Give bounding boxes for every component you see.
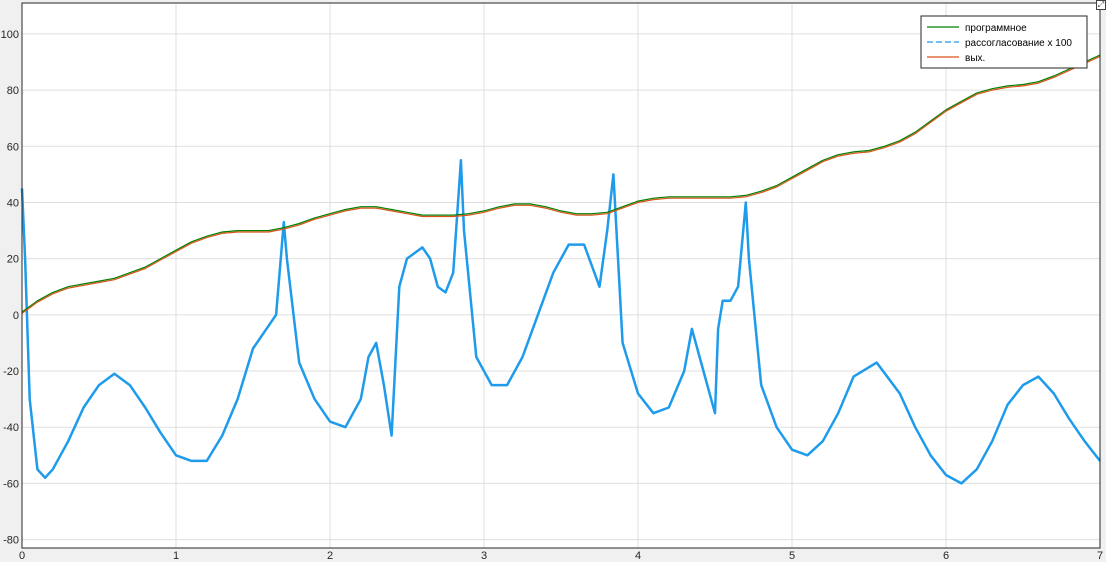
tick-labels: 0 1 2 3 4 5 6 7 -80 -60 -40 -20 0 20 40 60 80 100 [1,29,1103,562]
y-tick-label: 40 [7,197,19,209]
x-tick-label: 6 [943,550,949,562]
y-tick-label: -20 [3,366,19,378]
y-tick-label: -60 [3,478,19,490]
legend-label: вых. [965,53,985,64]
x-tick-label: 0 [19,550,25,562]
y-tick-label: 60 [7,141,19,153]
legend[interactable]: программное рассогласование x 100 вых. [920,15,1088,69]
x-tick-label: 7 [1097,550,1103,562]
series-layer [20,54,1101,485]
x-tick-label: 4 [635,550,641,562]
plot-frame [21,2,1101,549]
y-tick-label: 0 [13,310,19,322]
x-tick-label: 1 [173,550,179,562]
series-line-1 [20,159,1101,485]
x-tick-label: 2 [327,550,333,562]
legend-label: рассогласование x 100 [965,38,1072,49]
series-line-2 [21,55,1101,314]
y-tick-label: 100 [1,29,19,41]
expand-axes-icon[interactable]: ⤢ [1096,0,1106,10]
y-tick-label: 80 [7,85,19,97]
y-tick-label: -40 [3,422,19,434]
plot-area [22,3,1100,548]
legend-label: программное [965,23,1027,34]
y-tick-label: -80 [3,535,19,547]
y-tick-label: 20 [7,254,19,266]
x-tick-label: 5 [789,550,795,562]
x-tick-label: 3 [481,550,487,562]
series-line-0 [21,54,1101,313]
